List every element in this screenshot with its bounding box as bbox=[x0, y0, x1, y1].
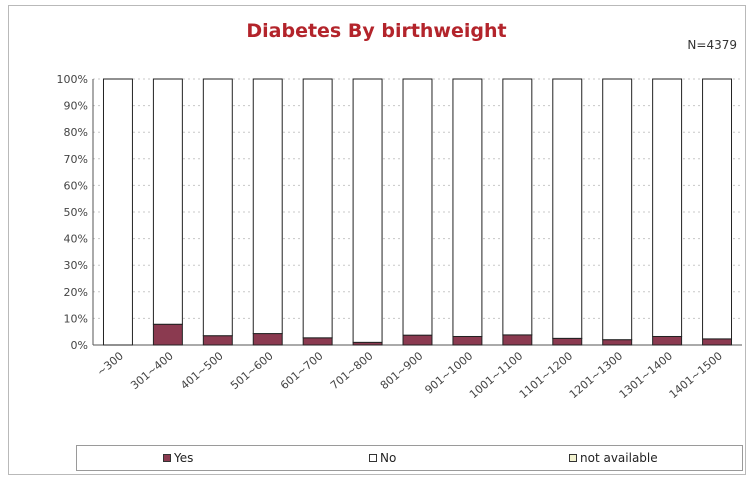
x-tick-label: 401~500 bbox=[178, 349, 226, 392]
x-tick-label: 701~800 bbox=[328, 349, 376, 392]
bar-yes bbox=[252, 333, 283, 346]
bar-no bbox=[552, 78, 583, 339]
bar-yes bbox=[602, 339, 633, 346]
bar-no bbox=[452, 78, 483, 337]
bar-no bbox=[102, 78, 133, 346]
bar-no bbox=[152, 78, 183, 325]
x-tick-label: 301~400 bbox=[128, 349, 176, 392]
x-tick-label: 1201~1300 bbox=[567, 349, 625, 401]
bar-no bbox=[252, 78, 283, 335]
legend-swatch-yes bbox=[163, 454, 171, 462]
x-tick-label: 1301~1400 bbox=[617, 349, 675, 401]
y-tick-label: 40% bbox=[64, 233, 88, 246]
bar-no bbox=[352, 78, 383, 343]
bar-yes bbox=[402, 334, 433, 346]
bar-yes bbox=[652, 335, 683, 346]
bar-no bbox=[602, 78, 633, 341]
bar-yes bbox=[202, 335, 233, 346]
y-tick-label: 90% bbox=[64, 100, 88, 113]
bar-no bbox=[302, 78, 333, 339]
legend-label-not-available: not available bbox=[580, 451, 658, 465]
y-tick-label: 20% bbox=[64, 286, 88, 299]
x-tick-label: 1001~1100 bbox=[467, 349, 525, 401]
y-tick-label: 100% bbox=[57, 73, 88, 86]
y-tick-label: 0% bbox=[71, 339, 88, 352]
y-tick-label: 80% bbox=[64, 126, 88, 139]
x-tick-label: 1401~1500 bbox=[667, 349, 725, 401]
legend-label-yes: Yes bbox=[174, 451, 194, 465]
legend-swatch-not-available bbox=[569, 454, 577, 462]
bar-yes bbox=[502, 334, 533, 346]
y-tick-label: 10% bbox=[64, 312, 88, 325]
y-tick-label: 60% bbox=[64, 179, 88, 192]
x-tick-label: 1101~1200 bbox=[517, 349, 575, 401]
y-tick-label: 70% bbox=[64, 153, 88, 166]
bar-no bbox=[402, 78, 433, 336]
x-tick-label: 601~700 bbox=[278, 349, 326, 392]
y-tick-label: 50% bbox=[64, 206, 88, 219]
bar-no bbox=[652, 78, 683, 337]
legend: Yes No not available bbox=[76, 445, 743, 471]
bar-yes bbox=[452, 335, 483, 346]
legend-item-no: No bbox=[369, 451, 396, 465]
bar-yes bbox=[702, 338, 733, 346]
x-tick-label: ~300 bbox=[94, 349, 126, 378]
legend-item-not-available: not available bbox=[569, 451, 658, 465]
legend-swatch-no bbox=[369, 454, 377, 462]
bar-yes bbox=[302, 337, 333, 346]
bar-yes bbox=[552, 337, 583, 346]
bar-no bbox=[502, 78, 533, 336]
legend-item-yes: Yes bbox=[163, 451, 193, 465]
bar-no bbox=[202, 78, 233, 337]
bar-yes bbox=[152, 323, 183, 346]
x-tick-label: 501~600 bbox=[228, 349, 276, 392]
x-tick-label: 801~900 bbox=[378, 349, 426, 392]
plot-area: 0% 10% 20% 30% 40% 50% 60% 70% 80% 90% 100% ~300 301… bbox=[57, 73, 742, 401]
bar-no bbox=[702, 78, 733, 340]
y-tick-label: 30% bbox=[64, 259, 88, 272]
chart-title: Diabetes By birthweight bbox=[246, 20, 507, 42]
sample-size-label: N=4379 bbox=[687, 38, 737, 52]
legend-label-no: No bbox=[380, 451, 397, 465]
